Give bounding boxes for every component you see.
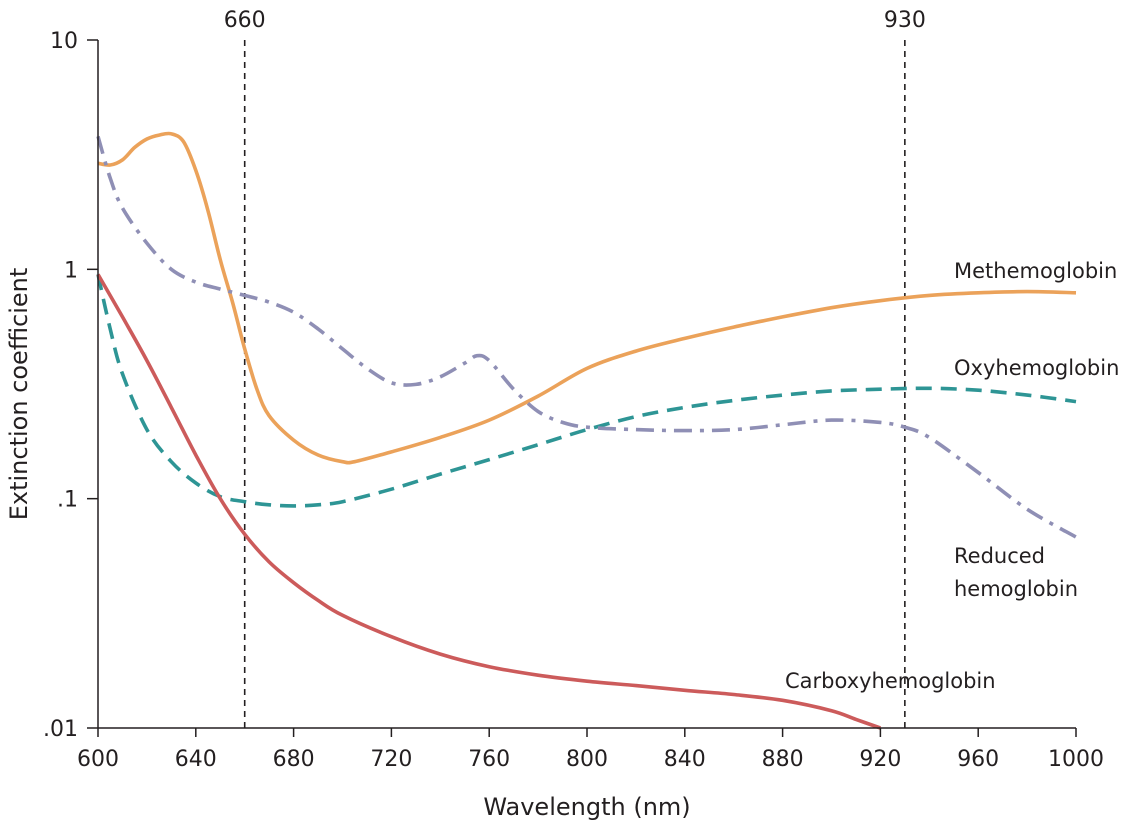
reference-label-660: 660 [224, 8, 266, 33]
x-tick-label: 680 [273, 747, 315, 772]
x-tick-label: 720 [370, 747, 412, 772]
reference-label-930: 930 [884, 8, 926, 33]
x-tick-label: 640 [175, 747, 217, 772]
x-tick-label: 920 [859, 747, 901, 772]
x-tick-label: 840 [664, 747, 706, 772]
series-label-carboxyhemoglobin: Carboxyhemoglobin [785, 669, 996, 693]
y-tick-label: 1 [64, 258, 78, 283]
y-tick-label: .1 [57, 488, 78, 513]
x-tick-label: 1000 [1048, 747, 1104, 772]
series-labels: Methemoglobin Oxyhemoglobin Reduced hemoglo… [785, 259, 1119, 693]
x-tick-label: 600 [77, 747, 119, 772]
series-lines [96, 131, 1077, 730]
series-line-methemoglobin [97, 131, 1077, 465]
reference-lines: 660 930 [224, 8, 926, 728]
y-tick-label: .01 [43, 717, 78, 742]
series-line-reduced-hemoglobin [96, 135, 1077, 539]
series-label-reduced-hemoglobin: Reduced [954, 544, 1045, 568]
y-axis-ticks: .01 .1 1 10 [43, 29, 98, 742]
x-tick-label: 760 [468, 747, 510, 772]
x-axis-ticks: 600 640 680 720 760 800 840 880 920 960 1000 [77, 728, 1104, 772]
series-line-carboxyhemoglobin [96, 273, 881, 730]
y-tick-label: 10 [50, 29, 78, 54]
x-tick-label: 800 [566, 747, 608, 772]
series-label-methemoglobin: Methemoglobin [954, 259, 1117, 283]
x-tick-label: 880 [762, 747, 804, 772]
x-axis-title: Wavelength (nm) [483, 793, 690, 821]
y-axis-title: Extinction coefficient [5, 268, 33, 521]
series-line-oxyhemoglobin [96, 274, 1077, 508]
series-label-oxyhemoglobin: Oxyhemoglobin [954, 356, 1119, 380]
series-label-reduced-hemoglobin: hemoglobin [954, 577, 1078, 601]
x-tick-label: 960 [957, 747, 999, 772]
